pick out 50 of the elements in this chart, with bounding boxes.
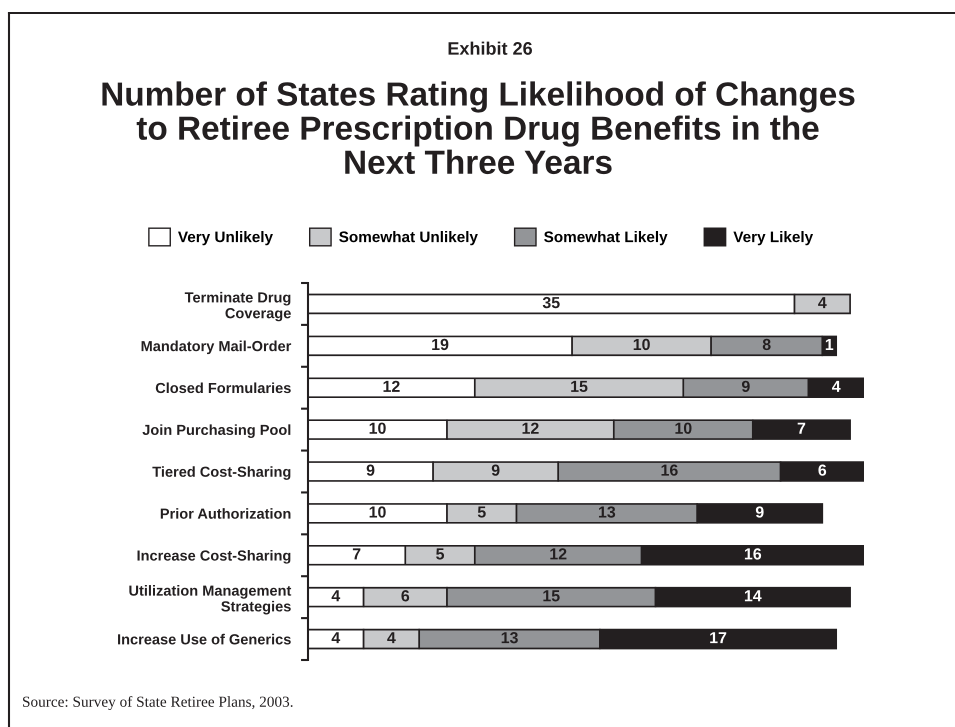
data-label: 10 bbox=[370, 422, 386, 434]
data-label: 10 bbox=[634, 338, 650, 350]
data-label: 4 bbox=[332, 632, 340, 644]
data-label: 4 bbox=[387, 632, 396, 644]
data-label: 13 bbox=[598, 506, 616, 518]
legend-label: Somewhat Likely bbox=[544, 231, 668, 246]
data-label: 7 bbox=[798, 422, 806, 434]
chart-subtitle: Number of States Rating Likelihood of Changes to Retiree Prescription Drug Benefits in the Next Three Years bbox=[102, 81, 854, 174]
data-label: 4 bbox=[332, 590, 340, 602]
legend-label: Very Likely bbox=[733, 231, 814, 246]
y-tick-label: Increase Use of Generics bbox=[118, 634, 291, 644]
source-note: Source: Survey of State Retiree Plans, 2003. bbox=[23, 696, 293, 710]
data-label: 12 bbox=[522, 422, 539, 434]
chart-title: Exhibit 26 bbox=[448, 42, 532, 55]
data-label: 8 bbox=[762, 338, 771, 350]
data-label: 10 bbox=[370, 506, 386, 518]
data-label: 9 bbox=[742, 380, 750, 392]
data-label: 6 bbox=[818, 464, 826, 476]
data-label: 16 bbox=[744, 548, 762, 560]
data-label: 15 bbox=[543, 590, 560, 602]
data-label: 15 bbox=[571, 380, 588, 392]
y-tick-label: Terminate Drug Coverage bbox=[184, 292, 291, 322]
data-label: 9 bbox=[492, 464, 500, 476]
data-label: 13 bbox=[502, 632, 518, 644]
data-label: 1 bbox=[826, 338, 834, 350]
data-label: 9 bbox=[366, 464, 374, 476]
y-tick-label: Increase Cost-Sharing bbox=[138, 550, 290, 564]
legend-label: Very Unlikely bbox=[178, 231, 273, 246]
y-tick-label: Join Purchasing Pool bbox=[142, 424, 290, 438]
data-label: 12 bbox=[550, 548, 566, 560]
data-label: 6 bbox=[401, 590, 410, 602]
y-tick-label: Tiered Cost-Sharing bbox=[152, 466, 290, 480]
data-label: 35 bbox=[542, 296, 560, 308]
data-label: 10 bbox=[675, 422, 692, 434]
data-label: 14 bbox=[744, 590, 762, 602]
y-tick-label: Closed Formularies bbox=[156, 382, 291, 394]
data-label: 4 bbox=[832, 380, 841, 392]
data-label: 12 bbox=[384, 380, 400, 392]
data-label: 19 bbox=[432, 338, 448, 350]
data-label: 5 bbox=[478, 506, 486, 518]
y-tick-label: Mandatory Mail-Order bbox=[142, 340, 292, 354]
legend-label: Somewhat Unlikely bbox=[339, 231, 478, 246]
data-label: 17 bbox=[710, 632, 726, 644]
y-tick-label: Prior Authorization bbox=[160, 508, 290, 519]
y-tick-label: Utilization Management Strategies bbox=[129, 585, 292, 614]
data-label: 5 bbox=[436, 548, 444, 560]
data-label: 9 bbox=[756, 506, 764, 518]
data-label: 7 bbox=[352, 548, 360, 560]
data-label: 16 bbox=[662, 464, 678, 476]
data-label: 4 bbox=[818, 297, 827, 308]
